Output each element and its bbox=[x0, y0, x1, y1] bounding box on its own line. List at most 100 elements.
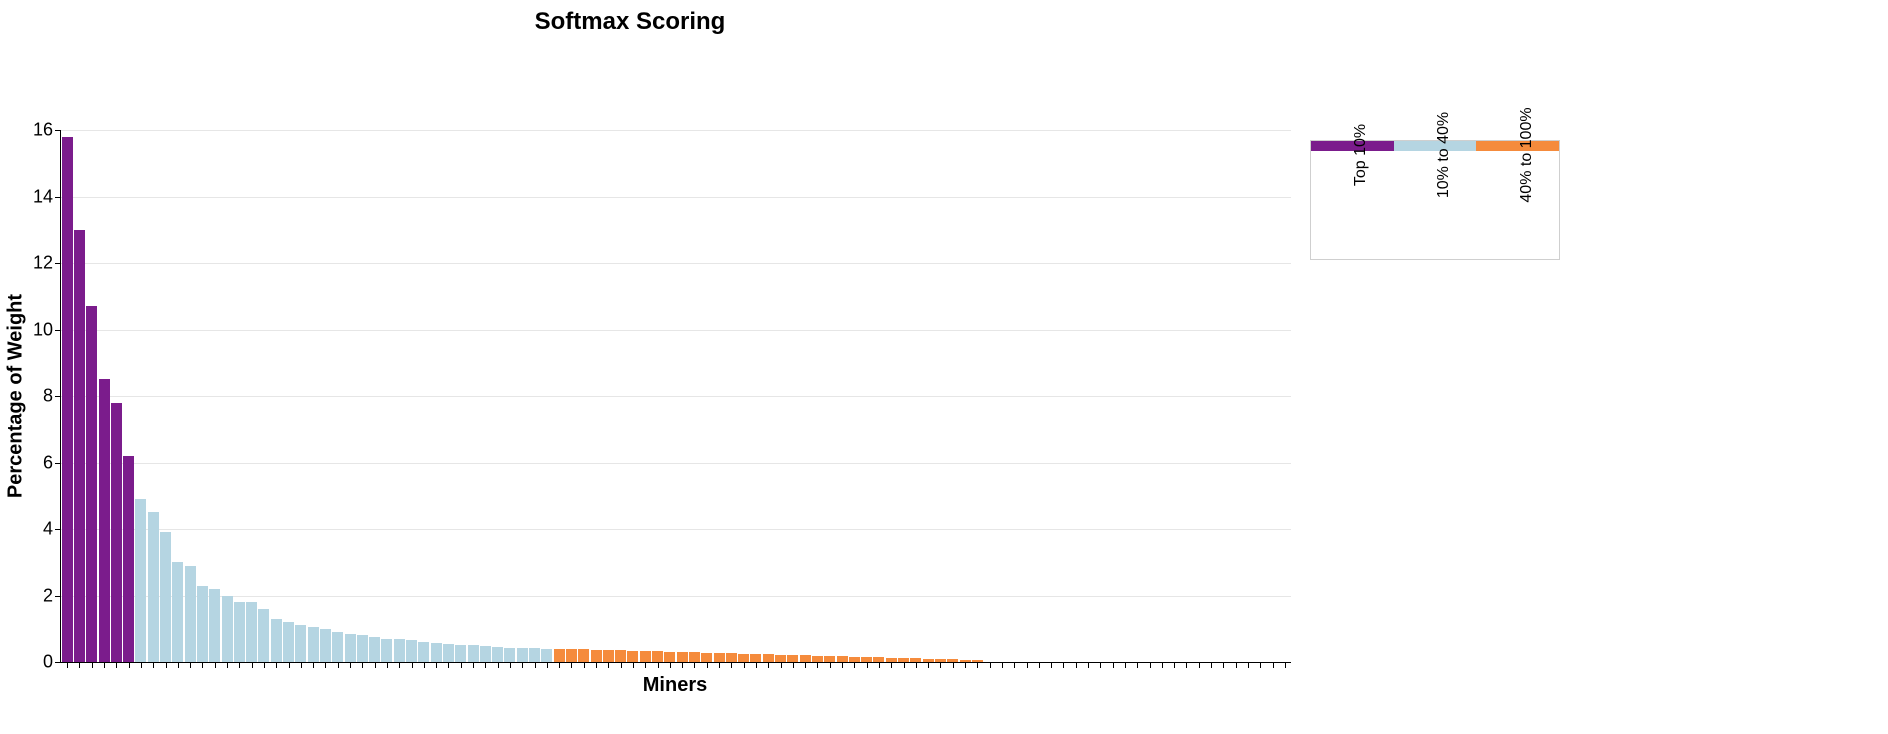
x-tick-mark bbox=[375, 662, 376, 668]
y-tick-label: 0 bbox=[43, 652, 53, 673]
bar bbox=[947, 659, 958, 662]
x-tick-mark bbox=[1039, 662, 1040, 668]
x-tick-mark bbox=[1063, 662, 1064, 668]
bar bbox=[824, 656, 835, 662]
x-tick-mark bbox=[1260, 662, 1261, 668]
x-tick-mark bbox=[104, 662, 105, 668]
bar bbox=[160, 532, 171, 662]
x-tick-mark bbox=[547, 662, 548, 668]
bar bbox=[62, 137, 73, 662]
bar bbox=[295, 625, 306, 662]
bar bbox=[664, 652, 675, 662]
bar bbox=[468, 645, 479, 662]
bar bbox=[197, 586, 208, 662]
x-axis-label: Miners bbox=[643, 674, 707, 697]
x-tick-mark bbox=[141, 662, 142, 668]
bar bbox=[369, 637, 380, 662]
x-tick-mark bbox=[535, 662, 536, 668]
bar bbox=[258, 609, 269, 662]
x-tick-mark bbox=[129, 662, 130, 668]
x-tick-mark bbox=[1248, 662, 1249, 668]
bar bbox=[763, 654, 774, 662]
y-tick-label: 8 bbox=[43, 386, 53, 407]
x-tick-mark bbox=[252, 662, 253, 668]
x-tick-mark bbox=[412, 662, 413, 668]
x-tick-mark bbox=[867, 662, 868, 668]
x-tick-mark bbox=[879, 662, 880, 668]
x-tick-mark bbox=[153, 662, 154, 668]
bar bbox=[886, 658, 897, 662]
bar bbox=[812, 656, 823, 662]
x-tick-mark bbox=[510, 662, 511, 668]
x-tick-mark bbox=[559, 662, 560, 668]
x-tick-mark bbox=[461, 662, 462, 668]
x-tick-mark bbox=[227, 662, 228, 668]
x-tick-mark bbox=[1199, 662, 1200, 668]
bar bbox=[123, 456, 134, 662]
bar bbox=[640, 651, 651, 662]
x-tick-mark bbox=[940, 662, 941, 668]
bar bbox=[910, 658, 921, 662]
x-tick-mark bbox=[854, 662, 855, 668]
bar bbox=[861, 657, 872, 662]
bar bbox=[615, 650, 626, 662]
plot-area: 0246810121416 bbox=[60, 130, 1291, 663]
bar bbox=[381, 639, 392, 662]
y-tick-label: 14 bbox=[33, 186, 53, 207]
bar bbox=[677, 652, 688, 662]
x-tick-mark bbox=[928, 662, 929, 668]
bar bbox=[935, 659, 946, 662]
x-tick-mark bbox=[448, 662, 449, 668]
x-tick-mark bbox=[1051, 662, 1052, 668]
x-tick-mark bbox=[436, 662, 437, 668]
x-tick-mark bbox=[473, 662, 474, 668]
x-tick-mark bbox=[608, 662, 609, 668]
bar bbox=[750, 654, 761, 662]
bar bbox=[271, 619, 282, 662]
y-tick-mark bbox=[55, 662, 61, 663]
x-tick-mark bbox=[1137, 662, 1138, 668]
x-tick-mark bbox=[215, 662, 216, 668]
x-tick-mark bbox=[166, 662, 167, 668]
x-tick-mark bbox=[830, 662, 831, 668]
x-tick-mark bbox=[325, 662, 326, 668]
y-tick-label: 6 bbox=[43, 452, 53, 473]
x-tick-mark bbox=[1186, 662, 1187, 668]
x-tick-mark bbox=[1236, 662, 1237, 668]
bar bbox=[504, 648, 515, 662]
x-tick-mark bbox=[719, 662, 720, 668]
bar bbox=[172, 562, 183, 662]
x-tick-mark bbox=[301, 662, 302, 668]
y-tick-label: 12 bbox=[33, 253, 53, 274]
x-tick-mark bbox=[805, 662, 806, 668]
bar bbox=[148, 512, 159, 662]
bar bbox=[234, 602, 245, 662]
x-tick-mark bbox=[682, 662, 683, 668]
x-tick-mark bbox=[756, 662, 757, 668]
bar bbox=[86, 306, 97, 662]
x-tick-mark bbox=[990, 662, 991, 668]
x-tick-mark bbox=[1002, 662, 1003, 668]
bar bbox=[603, 650, 614, 662]
x-tick-mark bbox=[1162, 662, 1163, 668]
chart-root: Softmax Scoring 0246810121416 Percentage… bbox=[0, 0, 1888, 734]
bar bbox=[345, 634, 356, 662]
x-tick-mark bbox=[596, 662, 597, 668]
y-tick-label: 4 bbox=[43, 519, 53, 540]
bar bbox=[492, 647, 503, 662]
bar bbox=[849, 657, 860, 662]
x-tick-mark bbox=[289, 662, 290, 668]
bar bbox=[541, 649, 552, 662]
x-tick-mark bbox=[350, 662, 351, 668]
bar bbox=[517, 648, 528, 662]
bar bbox=[320, 629, 331, 662]
x-tick-mark bbox=[1273, 662, 1274, 668]
y-tick-label: 2 bbox=[43, 585, 53, 606]
bar bbox=[529, 648, 540, 662]
x-tick-mark bbox=[522, 662, 523, 668]
bar bbox=[431, 643, 442, 662]
bar bbox=[209, 589, 220, 662]
x-tick-mark bbox=[1088, 662, 1089, 668]
chart-title: Softmax Scoring bbox=[0, 8, 1260, 36]
bar bbox=[357, 635, 368, 662]
